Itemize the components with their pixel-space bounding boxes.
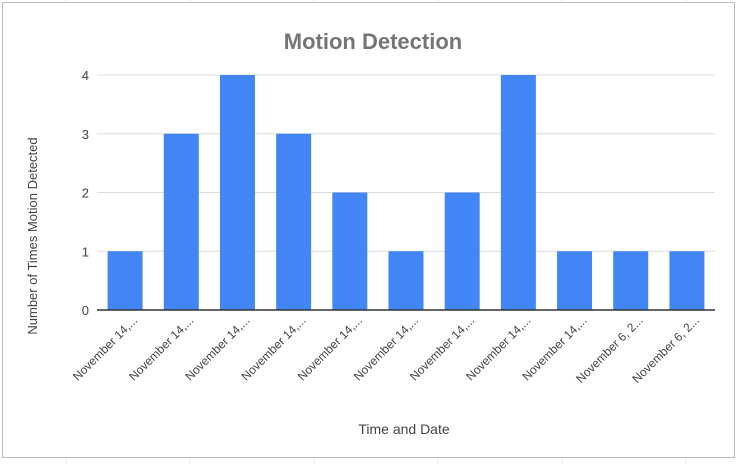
chart-container[interactable]: Motion Detection Number of Times Motion … [2,2,735,458]
y-tick-label: 2 [82,186,89,201]
bar[interactable] [557,251,593,310]
chart-title: Motion Detection [284,29,462,54]
bar[interactable] [163,133,199,310]
x-axis-ticks: November 14,...November 14,...November 1… [70,313,702,386]
bar[interactable] [388,251,424,310]
bar[interactable] [613,251,649,310]
bar[interactable] [332,192,368,311]
chart-svg: Motion Detection Number of Times Motion … [25,29,715,437]
y-tick-label: 1 [82,244,89,259]
bar[interactable] [669,251,705,310]
bar[interactable] [219,75,255,310]
bar[interactable] [107,251,143,310]
y-tick-label: 4 [82,68,89,83]
y-axis-label: Number of Times Motion Detected [25,137,40,334]
x-axis-label: Time and Date [358,421,450,437]
bar[interactable] [276,133,312,310]
bar[interactable] [500,75,536,310]
y-tick-label: 0 [82,303,89,318]
y-tick-label: 3 [82,127,89,142]
bars [107,75,705,311]
bar[interactable] [444,192,480,311]
y-axis-ticks: 0 1 2 3 4 [82,68,89,318]
